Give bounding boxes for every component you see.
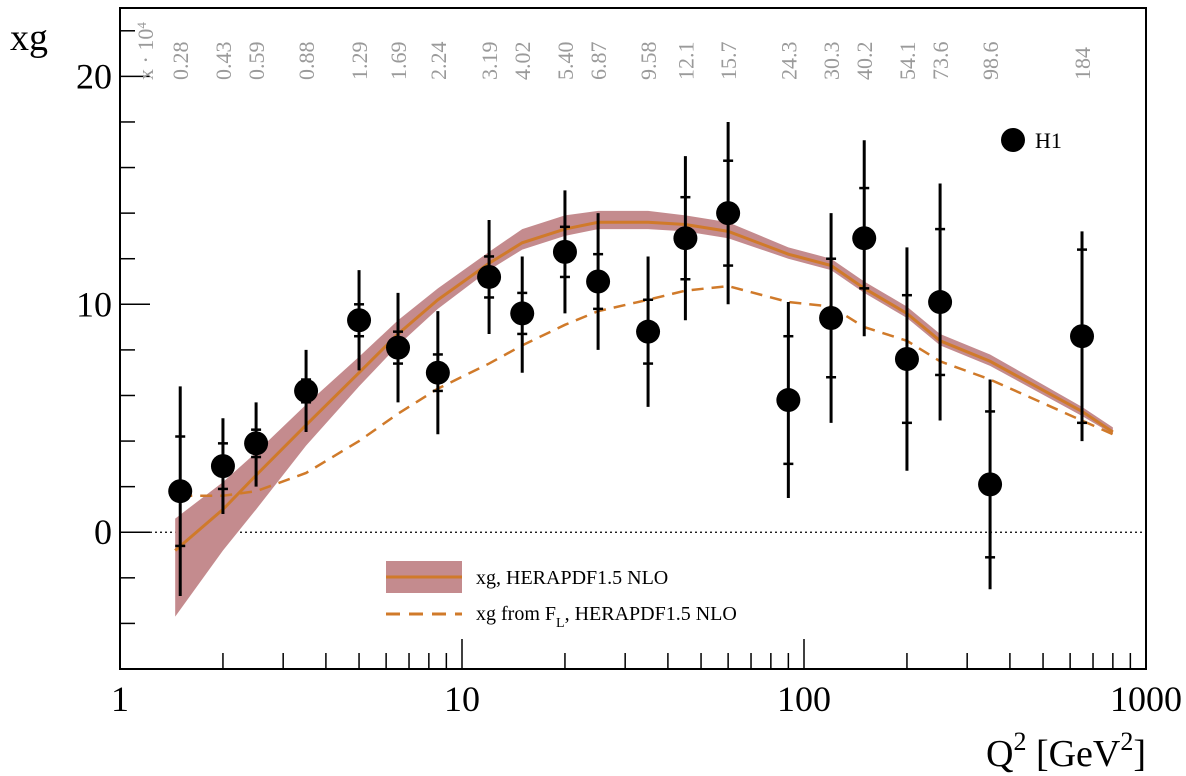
herapdf-band <box>175 210 1113 617</box>
x-axis-title: Q2 [GeV2] <box>986 727 1146 775</box>
top-axis-label: 73.6 <box>928 42 953 81</box>
data-point <box>636 319 661 344</box>
top-axis-layer: 0.28 0.43 0.59 0.88 1.29 1.69 2.24 3.19 4.02 5.40… <box>168 42 1095 81</box>
h1-legend: H1 <box>1001 128 1062 153</box>
y-axis-title: xg <box>10 17 48 59</box>
line-layer <box>174 220 1114 552</box>
legend-entry-band: xg, HERAPDF1.5 NLO <box>476 567 668 589</box>
y-tick-label: 0 <box>94 512 112 552</box>
y-tick-label: 10 <box>76 284 112 324</box>
data-point <box>294 378 319 403</box>
data-point <box>425 360 450 385</box>
data-point <box>477 264 502 289</box>
top-axis-label: 12.1 <box>673 42 698 81</box>
data-point <box>716 201 741 226</box>
top-axis-label: 0.88 <box>294 42 319 81</box>
top-axis-prefix: x · 104 <box>133 22 158 80</box>
fl-dashed-line <box>180 284 1114 498</box>
x-tick-label: 1 <box>111 679 129 719</box>
herapdf-line <box>174 220 1114 552</box>
data-point <box>978 472 1003 497</box>
top-axis-label: 9.58 <box>636 42 661 81</box>
top-axis-label: 3.19 <box>477 42 502 81</box>
data-point <box>168 479 193 504</box>
top-axis-label: 184 <box>1070 47 1095 80</box>
h1-legend-label: H1 <box>1035 128 1062 153</box>
top-axis-label: 30.3 <box>819 42 844 81</box>
data-point <box>819 305 844 330</box>
plot-frame <box>119 7 1147 670</box>
data-point <box>928 290 953 315</box>
top-axis-label: 0.28 <box>168 42 193 81</box>
data-point <box>510 301 535 326</box>
data-point <box>347 308 372 333</box>
data-point <box>852 226 877 251</box>
top-axis-label: 2.24 <box>426 42 451 81</box>
data-point <box>244 431 269 456</box>
data-point <box>552 239 577 264</box>
data-point <box>776 388 801 413</box>
top-axis-label: 1.69 <box>386 42 411 81</box>
data-point <box>386 335 411 360</box>
h1-legend-marker <box>1001 128 1025 152</box>
data-point-layer <box>168 121 1095 597</box>
top-axis-label: 40.2 <box>852 42 877 81</box>
top-axis-label: 24.3 <box>776 42 801 81</box>
data-point <box>673 226 698 251</box>
top-axis-label: 15.7 <box>716 42 741 81</box>
axis-layer: 0 10 20 1 10 100 1000 <box>76 30 1182 719</box>
legend-entry-dashed: xg from FL, HERAPDF1.5 NLO <box>476 603 737 631</box>
data-point <box>586 269 611 294</box>
top-axis-label: 98.6 <box>978 42 1003 81</box>
data-point <box>210 454 235 479</box>
y-tick-label: 20 <box>76 56 112 96</box>
top-axis-label: 4.02 <box>510 42 535 81</box>
data-point <box>1070 324 1095 349</box>
x-tick-label: 1000 <box>1110 679 1182 719</box>
x-tick-label: 100 <box>777 679 831 719</box>
legend: xg, HERAPDF1.5 NLO xg from FL, HERAPDF1.… <box>386 561 737 631</box>
top-axis-label: 6.87 <box>586 42 611 81</box>
top-axis-label: 1.29 <box>347 42 372 81</box>
top-axis-label: 0.59 <box>244 42 269 81</box>
top-axis-label: 54.1 <box>895 42 920 81</box>
x-tick-label: 10 <box>444 679 480 719</box>
data-point <box>894 347 919 372</box>
top-axis-label: 0.43 <box>211 42 236 81</box>
top-axis-label: 5.40 <box>553 42 578 81</box>
band-layer <box>175 210 1113 617</box>
